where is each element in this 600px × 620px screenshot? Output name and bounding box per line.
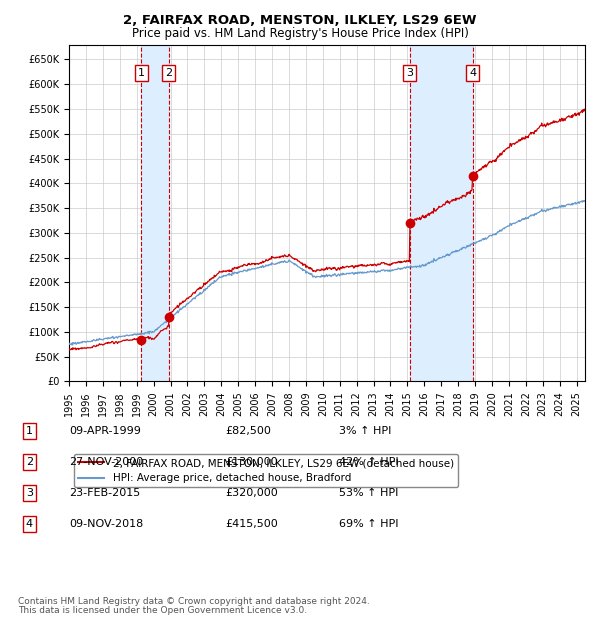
Text: 42% ↑ HPI: 42% ↑ HPI xyxy=(339,457,398,467)
Text: 1: 1 xyxy=(26,426,33,436)
Text: 09-APR-1999: 09-APR-1999 xyxy=(69,426,141,436)
Text: Price paid vs. HM Land Registry's House Price Index (HPI): Price paid vs. HM Land Registry's House … xyxy=(131,27,469,40)
Text: 1: 1 xyxy=(138,68,145,78)
Text: 2: 2 xyxy=(26,457,33,467)
Text: £82,500: £82,500 xyxy=(225,426,271,436)
Text: £130,000: £130,000 xyxy=(225,457,278,467)
Text: 4: 4 xyxy=(26,519,33,529)
Text: 53% ↑ HPI: 53% ↑ HPI xyxy=(339,488,398,498)
Text: 09-NOV-2018: 09-NOV-2018 xyxy=(69,519,143,529)
Text: £320,000: £320,000 xyxy=(225,488,278,498)
Text: £415,500: £415,500 xyxy=(225,519,278,529)
Text: 69% ↑ HPI: 69% ↑ HPI xyxy=(339,519,398,529)
Bar xyxy=(410,45,473,381)
Text: 3: 3 xyxy=(406,68,413,78)
Text: 2, FAIRFAX ROAD, MENSTON, ILKLEY, LS29 6EW: 2, FAIRFAX ROAD, MENSTON, ILKLEY, LS29 6… xyxy=(123,14,477,27)
Text: Contains HM Land Registry data © Crown copyright and database right 2024.: Contains HM Land Registry data © Crown c… xyxy=(18,597,370,606)
Text: 23-FEB-2015: 23-FEB-2015 xyxy=(69,488,140,498)
Legend: 2, FAIRFAX ROAD, MENSTON, ILKLEY, LS29 6EW (detached house), HPI: Average price,: 2, FAIRFAX ROAD, MENSTON, ILKLEY, LS29 6… xyxy=(74,454,458,487)
Text: This data is licensed under the Open Government Licence v3.0.: This data is licensed under the Open Gov… xyxy=(18,606,307,615)
Text: 4: 4 xyxy=(469,68,476,78)
Text: 2: 2 xyxy=(165,68,172,78)
Text: 3: 3 xyxy=(26,488,33,498)
Text: 3% ↑ HPI: 3% ↑ HPI xyxy=(339,426,391,436)
Text: 27-NOV-2000: 27-NOV-2000 xyxy=(69,457,143,467)
Bar xyxy=(141,45,169,381)
